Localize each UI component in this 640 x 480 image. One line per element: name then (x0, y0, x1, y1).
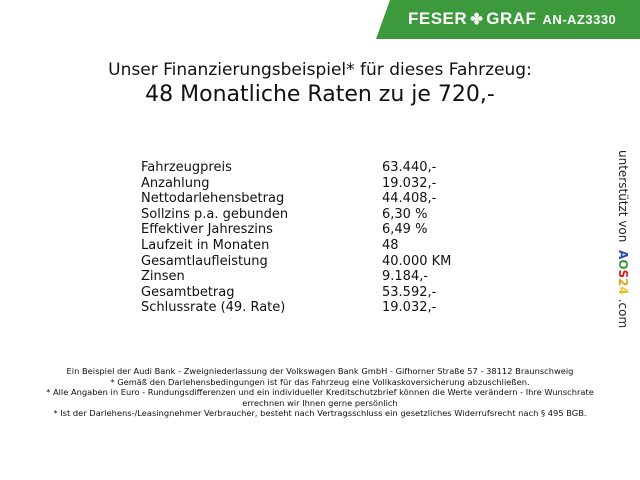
row-label: Effektiver Jahreszins (141, 222, 273, 238)
brand-left: FESER (408, 9, 468, 28)
table-row: Sollzins p.a. gebunden 6,30 % (141, 207, 451, 223)
footer-line: * Ist der Darlehens-/Leasingnehmer Verbr… (53, 408, 587, 418)
vehicle-code: AN-AZ3330 (542, 12, 617, 27)
row-value: 48 (382, 237, 399, 253)
row-label: Nettodarlehensbetrag (141, 191, 285, 207)
footer-disclaimer: Ein Beispiel der Audi Bank - Zweignieder… (30, 366, 610, 419)
header-banner (376, 0, 640, 39)
table-row: Laufzeit in Monaten 48 (141, 238, 451, 254)
logo-suffix: .com (616, 298, 630, 329)
brand-right: GRAF (486, 9, 537, 28)
row-label: Gesamtbetrag (141, 284, 235, 300)
row-label: Anzahlung (141, 175, 210, 191)
clover-icon: ✤ (470, 11, 484, 28)
footer-line: * Alle Angaben in Euro - Rundungsdiffere… (46, 387, 594, 408)
aos24-logo: AOS24 (616, 250, 630, 295)
row-label: Zinsen (141, 269, 185, 285)
row-value: 6,30 % (382, 206, 428, 222)
table-row: Zinsen 9.184,- (141, 269, 451, 285)
title-line2: 48 Monatliche Raten zu je 720,- (145, 82, 495, 107)
row-label: Laufzeit in Monaten (141, 237, 270, 253)
table-row: Gesamtbetrag 53.592,- (141, 285, 451, 301)
title-line1: Unser Finanzierungsbeispiel* für dieses … (108, 60, 532, 80)
row-label: Sollzins p.a. gebunden (141, 206, 289, 222)
dealer-logo: FESER ✤ GRAF AN-AZ3330 (408, 9, 616, 29)
table-row: Anzahlung 19.032,- (141, 176, 451, 192)
table-row: Gesamtlaufleistung 40.000 KM (141, 254, 451, 270)
row-value: 53.592,- (382, 284, 437, 300)
row-value: 63.440,- (382, 160, 437, 175)
footer-line: * Gemäß den Darlehensbedingungen ist für… (110, 376, 530, 387)
row-value: 40.000 KM (382, 253, 452, 269)
footer-line: Ein Beispiel der Audi Bank - Zweignieder… (66, 366, 574, 376)
table-row: Effektiver Jahreszins 6,49 % (141, 222, 451, 238)
table-row: Schlussrate (49. Rate) 19.032,- (141, 300, 451, 316)
row-value: 44.408,- (382, 191, 437, 207)
row-value: 6,49 % (382, 222, 428, 238)
table-row: Nettodarlehensbetrag 44.408,- (141, 191, 451, 207)
row-value: 9.184,- (382, 269, 429, 285)
supported-by: unterstützt von AOS24 .com (616, 150, 630, 328)
finance-table: Fahrzeugpreis 63.440,- Anzahlung 19.032,- … (141, 160, 451, 316)
row-label: Fahrzeugpreis (141, 160, 232, 175)
row-value: 19.032,- (382, 175, 437, 191)
row-label: Schlussrate (49. Rate) (141, 300, 286, 316)
row-value: 19.032,- (382, 300, 437, 316)
supported-by-text: unterstützt von (616, 150, 630, 243)
row-label: Gesamtlaufleistung (141, 253, 268, 269)
table-row: Fahrzeugpreis 63.440,- (141, 160, 451, 176)
